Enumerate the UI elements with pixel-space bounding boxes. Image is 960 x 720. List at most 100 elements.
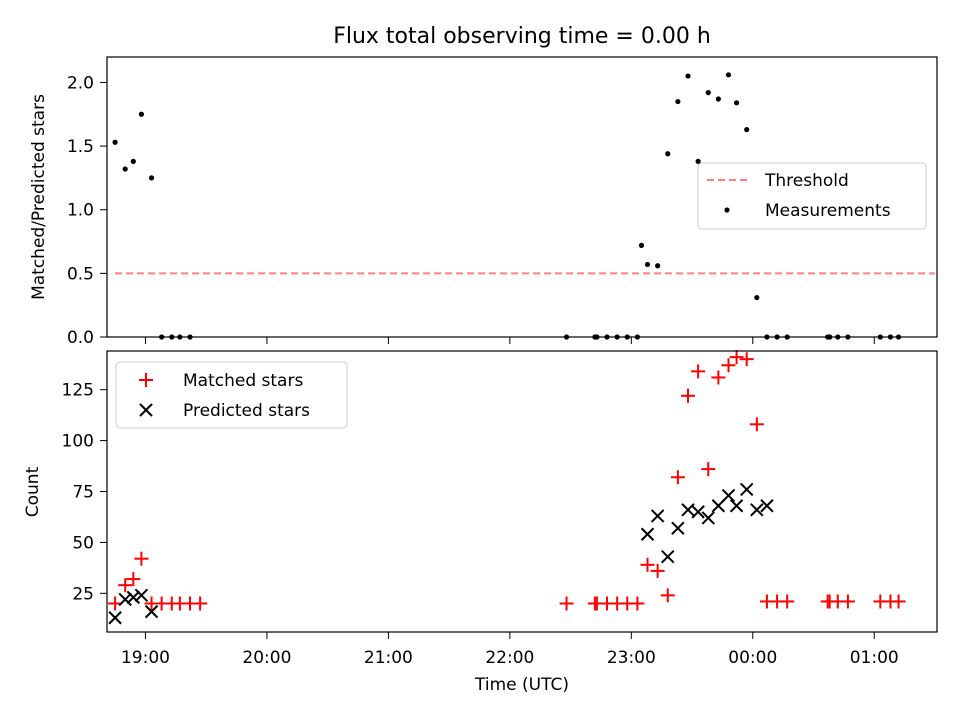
- bottom-y-tick-label: 50: [72, 533, 94, 553]
- measurement-point: [725, 72, 732, 78]
- top-panel: 0.00.51.01.52.0 Matched/Predicted stars …: [29, 56, 938, 348]
- x-tick-label: 20:00: [242, 648, 291, 668]
- measurement-point: [705, 90, 711, 96]
- matched-star-marker: [840, 594, 855, 609]
- matched-star-marker: [749, 417, 764, 432]
- matched-star-marker: [126, 572, 141, 587]
- matched-star-marker: [711, 370, 726, 385]
- x-tick-label: 22:00: [485, 648, 534, 668]
- matched-star-marker: [559, 596, 574, 611]
- x-tick-label: 19:00: [121, 648, 170, 668]
- predicted-star-marker: [118, 592, 132, 607]
- matched-star-marker: [118, 578, 133, 593]
- measurement-point: [644, 261, 651, 268]
- measurement-point: [112, 139, 118, 145]
- matched-star-marker: [729, 350, 744, 365]
- bottom-y-tick-label: 100: [62, 432, 94, 452]
- measurement-point: [754, 294, 760, 301]
- matched-star-marker: [660, 588, 675, 603]
- bottom-legend: Matched stars Predicted stars: [115, 361, 348, 429]
- bottom-y-tick-label: 75: [72, 483, 94, 503]
- predicted-star-marker: [711, 499, 726, 513]
- predicted-star-marker: [108, 611, 122, 625]
- top-y-ticks: 0.0 0.5 1.0 1.5 2.0: [67, 73, 107, 348]
- predicted-star-marker: [661, 549, 675, 564]
- legend-threshold-label: Threshold: [764, 171, 849, 191]
- legend-predicted-label: Predicted stars: [183, 401, 310, 421]
- matched-star-marker: [640, 557, 655, 572]
- predicted-star-marker: [640, 527, 655, 541]
- top-y-tick-label: 1.5: [67, 137, 94, 157]
- predicted-star-marker: [750, 503, 764, 517]
- top-y-tick-label: 0.0: [67, 328, 94, 348]
- measurement-point: [665, 151, 671, 157]
- matched-star-marker: [691, 364, 706, 379]
- matched-star-marker: [739, 352, 754, 367]
- measurement-point: [695, 158, 701, 164]
- x-axis-label: Time (UTC): [474, 675, 569, 695]
- predicted-star-marker: [729, 499, 744, 513]
- measurement-point: [638, 242, 645, 248]
- matched-star-marker: [701, 462, 716, 477]
- measurement-point: [130, 158, 136, 164]
- bottom-y-tick-label: 25: [72, 584, 94, 604]
- bottom-y-tick-label: 125: [62, 381, 94, 401]
- legend-matched-label: Matched stars: [183, 371, 303, 391]
- predicted-star-marker: [126, 590, 141, 605]
- top-y-tick-label: 0.5: [67, 264, 94, 284]
- matched-star-marker: [891, 594, 906, 609]
- matched-star-marker: [193, 596, 208, 611]
- measurement-point: [655, 263, 661, 269]
- predicted-star-marker: [691, 505, 705, 519]
- predicted-star-marker: [721, 488, 736, 503]
- legend-measurements-swatch: [724, 207, 730, 213]
- predicted-star-marker: [701, 511, 715, 525]
- top-y-axis-label: Matched/Predicted stars: [29, 94, 49, 300]
- matched-star-marker: [134, 551, 149, 566]
- measurement-point: [744, 126, 750, 133]
- measurement-point: [122, 166, 128, 172]
- top-series: [112, 72, 935, 340]
- top-legend-box: [697, 162, 927, 230]
- predicted-star-marker: [650, 509, 665, 523]
- top-legend: Threshold Measurements: [697, 162, 927, 230]
- legend-measurements-label: Measurements: [765, 201, 891, 221]
- bottom-y-ticks: 25 50 75 100 125: [62, 381, 107, 604]
- bottom-panel: 25 50 75 100 125 19:00 20:00 21:00 22:00 23:00 00…: [23, 350, 938, 695]
- top-plot-frame: [106, 56, 938, 338]
- predicted-star-marker: [681, 503, 695, 517]
- measurement-point: [675, 98, 681, 105]
- predicted-star-marker: [760, 499, 774, 513]
- x-tick-label: 00:00: [728, 648, 777, 668]
- measurement-point: [733, 100, 740, 106]
- predicted-star-marker: [740, 482, 754, 497]
- chart-title: Flux total observing time = 0.00 h: [333, 24, 711, 49]
- predicted-star-marker: [134, 588, 149, 603]
- matched-star-marker: [721, 358, 736, 373]
- measurement-point: [138, 111, 145, 117]
- matched-star-marker: [670, 470, 685, 485]
- matched-star-marker: [681, 388, 695, 403]
- top-x-ticks: [144, 337, 875, 344]
- bottom-y-axis-label: Count: [23, 466, 43, 517]
- x-tick-label: 01:00: [850, 648, 899, 668]
- x-tick-label: 21:00: [364, 648, 413, 668]
- measurement-point: [148, 175, 155, 181]
- measurement-point: [715, 96, 721, 102]
- matched-star-marker: [780, 594, 795, 609]
- top-y-tick-label: 2.0: [67, 73, 94, 93]
- top-y-tick-label: 1.0: [67, 201, 94, 221]
- bottom-plot-frame: [106, 350, 938, 633]
- x-tick-label: 23:00: [607, 648, 656, 668]
- bottom-series: [108, 350, 906, 625]
- legend-matched-swatch: [139, 373, 153, 387]
- matched-star-marker: [630, 596, 645, 611]
- measurement-point: [685, 73, 691, 79]
- bottom-x-ticks: 19:00 20:00 21:00 22:00 23:00 00:00 01:00: [121, 632, 899, 668]
- bottom-legend-box: [115, 361, 348, 429]
- legend-predicted-swatch: [139, 403, 153, 417]
- matched-star-marker: [650, 563, 665, 578]
- predicted-star-marker: [671, 521, 685, 535]
- predicted-star-marker: [144, 604, 159, 619]
